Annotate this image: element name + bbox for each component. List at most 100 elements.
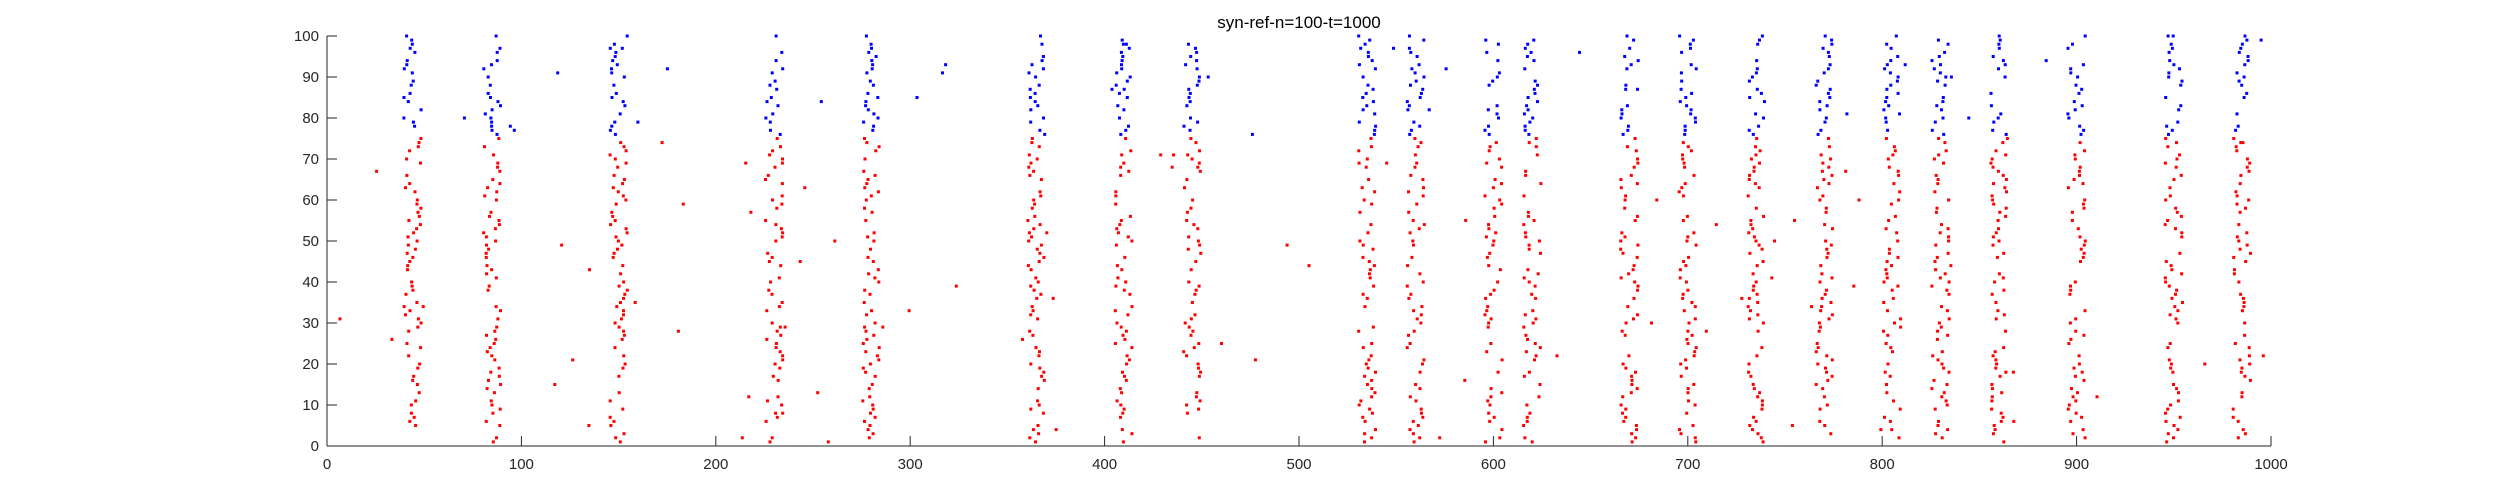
spike-point [613,346,617,350]
spike-point [1991,243,1995,247]
y-tick-label: 100 [294,28,319,45]
spike-point [1930,387,1934,391]
spike-point [1525,55,1529,58]
spike-point [2005,190,2008,194]
spike-point [1039,292,1043,296]
spike-point [1762,116,1765,120]
spike-point [2044,59,2048,63]
spike-point [2241,141,2245,145]
spike-point [2003,63,2007,67]
spike-point [2081,428,2085,432]
spike-point [1033,91,1037,95]
spike-point [1683,182,1687,186]
spike-point [1827,55,1831,58]
spike-point [494,337,498,341]
spike-point [485,387,489,391]
spike-point [1634,149,1638,153]
spike-point [375,169,379,173]
spike-point [618,112,622,116]
spike-point [2247,354,2251,358]
spike-point [1123,255,1127,259]
spike-point [868,395,872,399]
spike-point [1422,75,1426,79]
spike-point [877,280,881,284]
spike-point [1524,350,1528,354]
spike-point [1031,428,1035,432]
spike-point [2003,186,2007,190]
spike-point [1036,424,1040,427]
spike-point [1758,149,1762,153]
spike-point [405,63,409,67]
spike-point [1884,120,1888,124]
spike-point [1940,108,1943,112]
spike-point [1818,198,1822,202]
spike-point [2203,362,2207,366]
spike-point [417,141,421,145]
spike-point [609,223,613,227]
spike-point [1491,243,1495,247]
spike-point [865,182,869,186]
spike-point [1034,440,1037,444]
spike-point [416,366,420,370]
y-tick-label: 50 [302,233,319,250]
spike-point [1116,104,1120,108]
spike-point [1042,370,1046,374]
spike-point [622,309,625,313]
spike-point [1368,276,1372,280]
spike-point [402,305,406,309]
spike-point [617,284,621,288]
spike-point [1755,292,1759,296]
spike-point [1989,104,1993,108]
spike-point [1410,67,1414,71]
spike-point [1630,374,1634,378]
spike-point [1681,141,1685,145]
spike-point [1409,292,1413,296]
spike-point [489,210,493,214]
spike-point [1037,145,1041,149]
spike-point [1534,145,1538,149]
spike-point [1898,112,1901,116]
spike-point [1422,186,1425,190]
spike-point [1894,34,1898,38]
spike-point [2004,132,2008,136]
spike-point [1416,424,1420,427]
spike-point [1524,333,1528,337]
spike-point [871,128,875,132]
spike-point [863,419,866,423]
spike-point [873,321,877,325]
spike-point [1893,214,1897,218]
spike-point [1027,239,1031,243]
spike-point [1196,239,1200,243]
y-tick-label: 70 [302,151,319,168]
spike-point [2234,145,2238,149]
spike-point [1684,280,1688,284]
spike-point [1825,354,1829,358]
spike-point [2001,276,2005,280]
spike-point [1686,288,1690,292]
spike-point [1489,395,1493,399]
spike-point [779,145,782,149]
spike-point [1635,182,1639,186]
spike-point [1120,391,1124,395]
spike-point [1681,153,1684,157]
spike-point [1821,161,1825,165]
spike-point [764,178,767,181]
spike-point [1760,403,1764,407]
spike-point [497,374,501,378]
spike-point [615,305,619,309]
spike-point [1525,104,1529,108]
spike-point [873,374,877,378]
spike-point [2080,104,2084,108]
spike-point [773,362,777,366]
spike-point [1417,63,1421,67]
spike-point [1039,243,1043,247]
spike-point [1816,79,1820,83]
spike-point [612,83,616,87]
spike-point [1825,370,1828,374]
spike-point [1487,411,1491,415]
spike-point [610,124,614,128]
spike-point [1991,387,1994,391]
spike-point [774,342,778,345]
spike-point [1421,415,1425,419]
spike-point [2245,157,2249,161]
